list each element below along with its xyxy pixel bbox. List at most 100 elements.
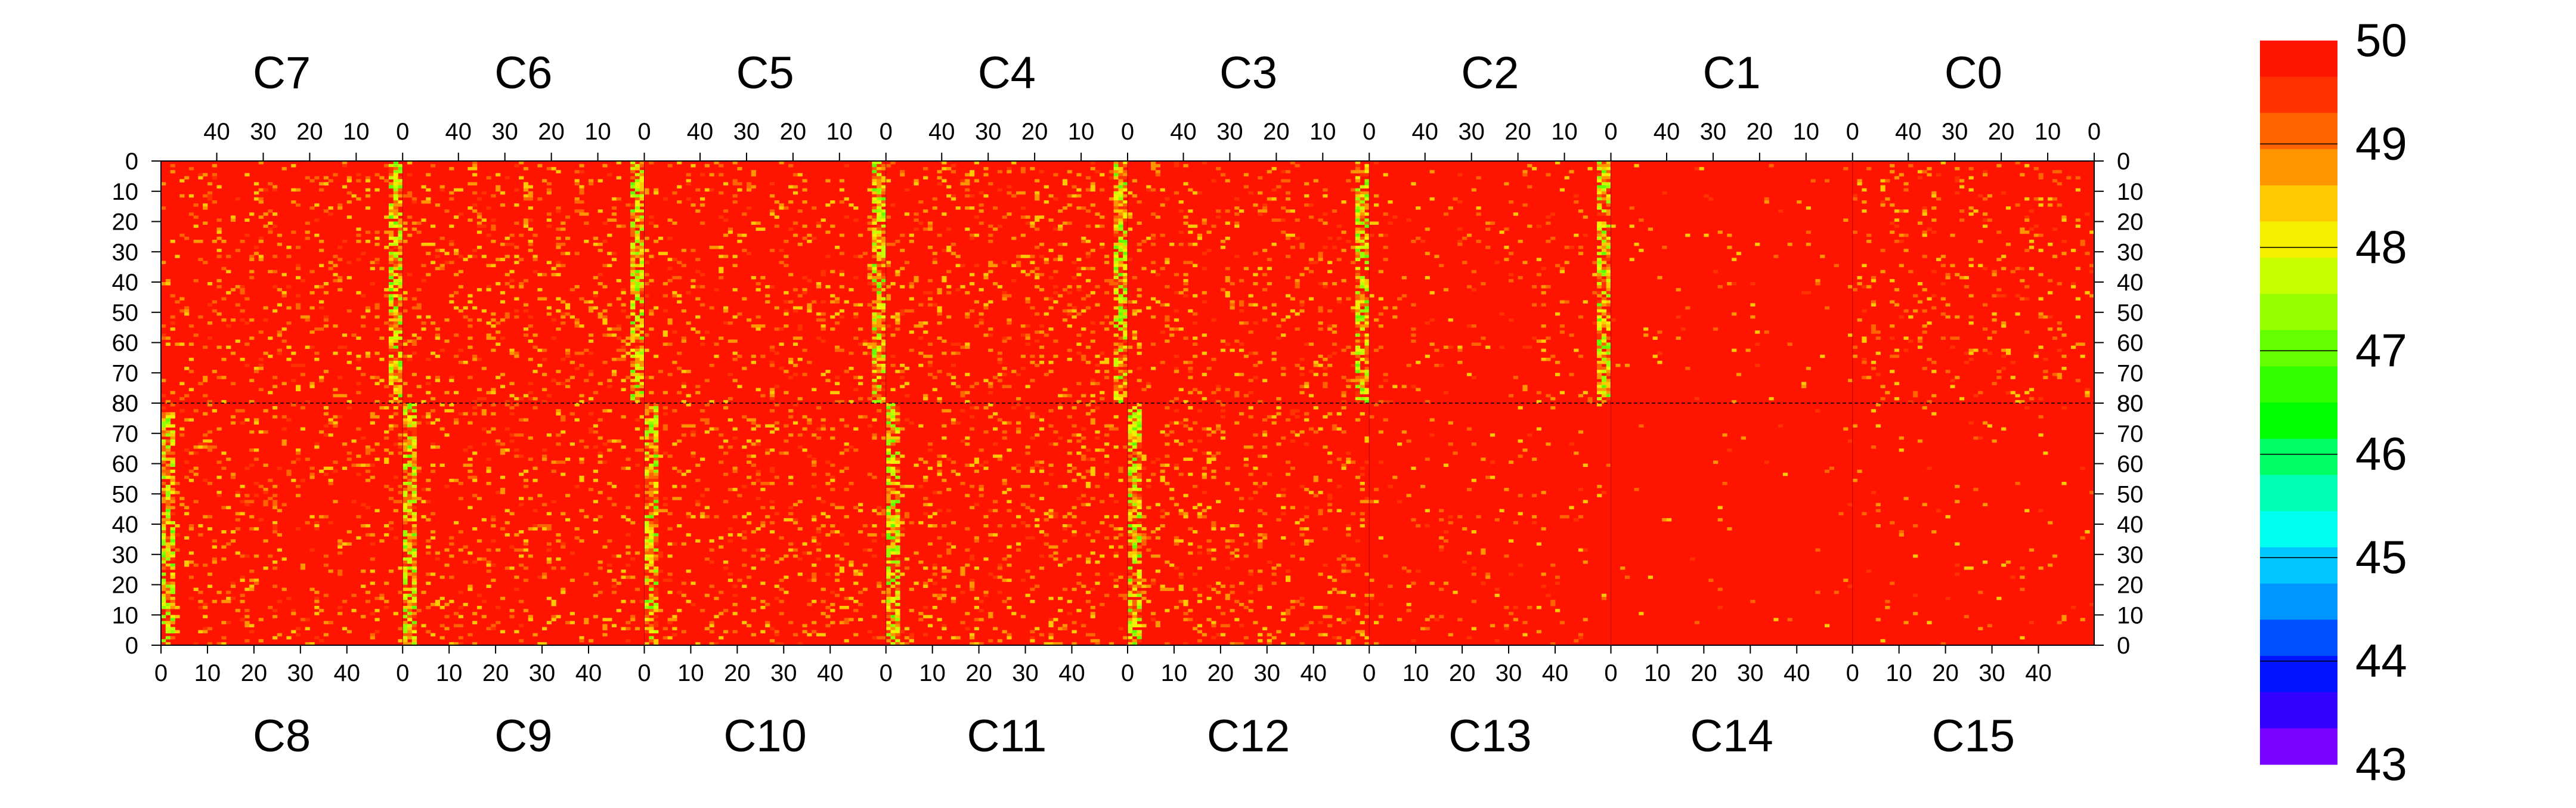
heatmap-cell (2024, 218, 2030, 222)
heatmap-cell (1295, 218, 1300, 222)
heatmap-cell (230, 421, 236, 425)
heatmap-cell (467, 206, 473, 210)
heatmap-cell (1113, 267, 1119, 271)
heatmap-cell (407, 536, 413, 540)
heatmap-cell (630, 221, 636, 225)
heatmap-cell (914, 179, 919, 182)
heatmap-cell (1360, 212, 1365, 216)
heatmap-cell (835, 382, 840, 385)
heatmap-cell (398, 354, 403, 358)
heatmap-cell (1118, 303, 1123, 307)
heatmap-cell (1481, 336, 1486, 340)
heatmap-cell (374, 442, 380, 446)
heatmap-cell (1546, 221, 1551, 225)
heatmap-cell (1583, 300, 1588, 304)
heatmap-cell (263, 409, 268, 413)
heatmap-cell (621, 309, 626, 313)
heatmap-cell (388, 194, 394, 198)
heatmap-cell (161, 599, 166, 603)
heatmap-cell (1351, 246, 1356, 249)
heatmap-cell (691, 249, 696, 252)
heatmap-cell (398, 297, 403, 301)
heatmap-cell (398, 285, 403, 289)
heatmap-cell (500, 203, 506, 207)
heatmap-cell (1466, 373, 1472, 376)
heatmap-cell (1471, 188, 1476, 192)
heatmap-cell (946, 227, 952, 231)
heatmap-cell (509, 609, 515, 612)
heatmap-cell (356, 173, 361, 177)
heatmap-cell (449, 191, 454, 195)
heatmap-cell (630, 278, 636, 283)
heatmap-cell (630, 521, 636, 525)
heatmap-cell (165, 342, 171, 346)
heatmap-cell (881, 191, 887, 195)
heatmap-cell (1931, 394, 1937, 398)
heatmap-cell (662, 391, 668, 395)
heatmap-cell (1295, 282, 1300, 286)
heatmap-cell (393, 612, 398, 615)
heatmap-cell (356, 427, 361, 431)
heatmap-cell (411, 406, 417, 410)
heatmap-cell (1597, 206, 1602, 210)
heatmap-cell (500, 336, 506, 340)
heatmap-cell (1592, 273, 1597, 277)
heatmap-cell (1597, 391, 1602, 395)
heatmap-cell (1271, 351, 1277, 355)
heatmap-cell (537, 348, 543, 352)
heatmap-cell (1113, 188, 1119, 192)
heatmap-cell (500, 373, 506, 376)
heatmap-cell (886, 297, 891, 301)
heatmap-cell (881, 345, 887, 349)
heatmap-cell (291, 609, 296, 612)
heatmap-cell (997, 170, 1002, 174)
heatmap-cell (338, 246, 343, 249)
heatmap-cell (1601, 185, 1607, 189)
heatmap-cell (872, 200, 877, 204)
heatmap-cell (634, 203, 640, 207)
heatmap-cell (1118, 385, 1123, 388)
heatmap-cell (426, 545, 431, 549)
heatmap-cell (784, 255, 789, 258)
heatmap-cell (537, 288, 543, 292)
heatmap-cell (1123, 370, 1128, 373)
heatmap-cell (523, 327, 529, 331)
heatmap-cell (835, 376, 840, 379)
heatmap-cell (1011, 161, 1017, 165)
heatmap-cell (639, 385, 645, 388)
heatmap-cell (1095, 224, 1100, 228)
heatmap-cell (1355, 342, 1361, 346)
heatmap-cell (532, 527, 538, 531)
heatmap-cell (1002, 339, 1007, 343)
heatmap-cell (1058, 294, 1063, 298)
heatmap-cell (258, 258, 264, 261)
heatmap-cell (230, 351, 236, 355)
heatmap-cell (732, 288, 738, 292)
heatmap-cell (634, 551, 640, 555)
heatmap-cell (2043, 315, 2048, 319)
heatmap-cell (1095, 303, 1100, 307)
heatmap-cell (235, 527, 240, 531)
heatmap-cell (630, 379, 636, 382)
heatmap-cell (788, 185, 794, 189)
heatmap-cell (1258, 191, 1263, 195)
heatmap-cell (411, 536, 417, 540)
heatmap-cell (491, 403, 496, 407)
heatmap-cell (1351, 170, 1356, 174)
heatmap-cell (226, 255, 231, 258)
heatmap-cell (188, 194, 194, 198)
heatmap-cell (561, 243, 566, 246)
heatmap-cell (1983, 303, 1988, 307)
heatmap-cell (1922, 324, 1927, 328)
heatmap-cell (1355, 161, 1361, 165)
heatmap-cell (602, 545, 608, 549)
heatmap-cell (858, 255, 863, 258)
heatmap-cell (253, 457, 259, 461)
heatmap-cell (1044, 312, 1049, 316)
heatmap-cell (1104, 357, 1110, 361)
heatmap-cell (872, 318, 877, 322)
heatmap-cell (467, 294, 473, 298)
heatmap-cell (388, 221, 394, 225)
heatmap-cell (161, 521, 166, 525)
heatmap-cell (1095, 354, 1100, 358)
